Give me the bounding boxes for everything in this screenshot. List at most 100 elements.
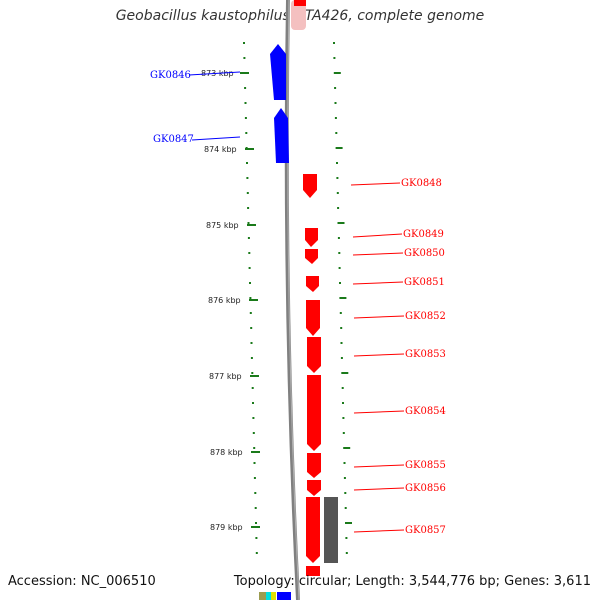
tick-mark [333, 57, 336, 59]
gene-arrow-GK0852[interactable] [306, 300, 320, 336]
leader-GK0847 [191, 136, 241, 141]
tick-mark [244, 87, 247, 89]
tick-mark [344, 507, 347, 509]
gene-arrow-GK0857[interactable] [306, 497, 320, 563]
tick-mark [253, 462, 256, 464]
gene-arrow-GK0854[interactable] [307, 375, 321, 451]
tick-mark [254, 507, 257, 509]
gene-arrow-GK0850[interactable] [305, 249, 318, 264]
tick-mark [252, 402, 254, 404]
gene-label-GK0851[interactable]: GK0851 [404, 277, 445, 288]
bottom-strip-blue [277, 592, 291, 600]
tick-mark [254, 492, 257, 494]
tick-mark [340, 342, 343, 344]
kbp-label-879: 879 kbp [210, 523, 243, 532]
tick-mark [249, 297, 252, 299]
bottom-strip-yellow [271, 592, 276, 600]
tick-mark [335, 132, 338, 134]
tick-mark [243, 42, 245, 44]
leader-GK0855 [353, 464, 405, 468]
accession-text: Accession: NC_006510 [8, 574, 156, 589]
tick-mark [247, 207, 250, 209]
gene-label-GK0852[interactable]: GK0852 [405, 311, 446, 322]
kbp-tick-876 [249, 299, 258, 301]
topology-text: Topology: circular; Length: 3,544,776 bp… [233, 574, 591, 589]
kbp-tick-874 [245, 148, 254, 150]
tick-mark [334, 87, 337, 89]
tick-mark [336, 192, 339, 194]
kbp-tick-873 [240, 72, 249, 74]
gene-arrow-GK0849[interactable] [305, 228, 318, 247]
tick-mark [345, 522, 352, 524]
tick-mark [336, 177, 339, 179]
tick-mark [340, 357, 343, 359]
gene-label-GK0847[interactable]: GK0847 [153, 134, 194, 145]
tick-column-right [333, 42, 352, 554]
tick-mark [342, 402, 344, 404]
tick-mark [345, 552, 348, 554]
top-pink-feature [291, 0, 306, 30]
tick-mark [255, 522, 257, 524]
tick-column-left [243, 42, 258, 554]
tick-mark [340, 327, 343, 329]
tick-mark [244, 102, 247, 104]
tick-mark [248, 267, 251, 269]
gene-arrow-GK0856[interactable] [307, 480, 321, 496]
tick-mark [244, 117, 247, 119]
tick-mark [247, 222, 250, 224]
tick-mark [334, 102, 337, 104]
kbp-label-878: 878 kbp [210, 448, 243, 457]
gene-label-GK0857[interactable]: GK0857 [405, 525, 446, 536]
tick-mark [333, 72, 341, 74]
tick-mark [339, 312, 342, 314]
gene-label-GK0853[interactable]: GK0853 [405, 349, 446, 360]
gene-label-GK0848[interactable]: GK0848 [401, 178, 442, 189]
leader-GK0851 [352, 281, 404, 285]
gene-arrow-GK0848[interactable] [303, 174, 317, 198]
tick-mark [343, 462, 346, 464]
tick-mark [333, 42, 335, 44]
tick-mark [342, 417, 345, 419]
gene-label-GK0856[interactable]: GK0856 [405, 483, 446, 494]
gene-label-GK0846[interactable]: GK0846 [150, 70, 191, 81]
kbp-tick-879 [251, 526, 260, 528]
leader-GK0857 [353, 529, 405, 533]
tick-mark [246, 162, 248, 164]
leader-GK0848 [350, 182, 401, 186]
tick-mark [250, 327, 253, 329]
kbp-label-875: 875 kbp [206, 221, 239, 230]
tick-mark [249, 282, 251, 284]
tick-mark [247, 237, 250, 239]
gene-label-GK0850[interactable]: GK0850 [404, 248, 445, 259]
leader-GK0846 [188, 71, 241, 76]
tick-mark [343, 447, 351, 449]
gene-arrow-GK0855[interactable] [307, 453, 321, 478]
tick-mark [255, 552, 258, 554]
gene-label-GK0854[interactable]: GK0854 [405, 406, 446, 417]
gene-arrow-GK0846[interactable] [270, 44, 286, 100]
tick-mark [255, 537, 258, 539]
top-red-feature [294, 0, 306, 6]
kbp-tick-877 [250, 375, 259, 377]
tick-mark [337, 207, 340, 209]
tick-mark [338, 252, 341, 254]
tick-mark [343, 477, 346, 479]
tick-mark [338, 267, 341, 269]
gene-arrow-bottom-partial [306, 566, 320, 576]
gene-arrow-GK0853[interactable] [307, 337, 321, 373]
gene-label-GK0849[interactable]: GK0849 [403, 229, 444, 240]
genome-backbone-highlight [287, 0, 300, 600]
tick-mark [243, 57, 246, 59]
tick-mark [336, 162, 338, 164]
tick-mark [345, 537, 348, 539]
gene-arrow-GK0851[interactable] [306, 276, 319, 292]
tick-mark [251, 372, 254, 374]
gene-label-GK0855[interactable]: GK0855 [405, 460, 446, 471]
leader-GK0854 [353, 410, 405, 414]
tick-mark [250, 357, 253, 359]
gene-arrow-GK0847[interactable] [274, 108, 289, 163]
tick-mark [337, 237, 340, 239]
genome-backbone [284, 0, 300, 600]
kbp-label-876: 876 kbp [208, 296, 241, 305]
